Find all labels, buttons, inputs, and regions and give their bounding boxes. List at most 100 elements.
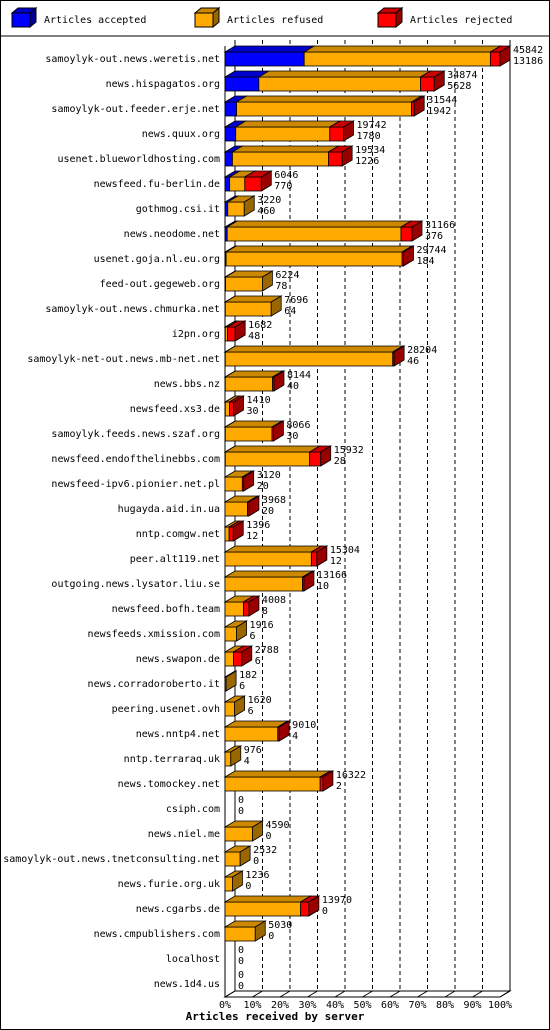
value-label: 0 [238,970,244,981]
value-label: 7696 [284,295,308,306]
y-tick-label: news.nntp4.net [136,729,220,740]
value-label: 8144 [287,370,311,381]
y-tick-label: newsfeed.bofh.team [112,604,220,615]
bar-segment [420,76,435,92]
value-label: 0 [268,931,274,942]
bar-segment [258,76,421,92]
y-tick-label: samoylyk-net-out.news.mb-net.net [27,354,220,365]
y-tick-label: news.tomockey.net [118,779,220,790]
value-label: 6 [248,706,254,717]
y-tick-label: news.neodome.net [124,229,220,240]
y-tick-label: news.1d4.us [154,979,220,990]
bar-segment-side [341,145,353,167]
y-tick-label: peering.usenet.ovh [112,704,220,715]
bar-segment [225,276,263,292]
y-tick-label: csiph.com [166,804,220,815]
value-label: 30 [286,431,298,442]
bar-segment-top [224,245,414,253]
y-tick-label: newsfeed-ipv6.pionier.net.pl [51,479,220,490]
value-label: 15304 [330,545,360,556]
x-tick-label: 90% [463,1000,481,1011]
bar-segment-top [223,445,322,453]
bar-segment-side [239,845,251,867]
value-label: 3120 [257,470,281,481]
value-label: 976 [244,745,262,756]
value-label: 1226 [355,156,379,167]
bar-segment [224,151,233,167]
value-label: 16322 [336,770,366,781]
x-tick [499,990,511,998]
bar-segment-top [223,45,316,53]
value-label: 0 [238,945,244,956]
y-tick-label: news.niel.me [148,829,220,840]
y-tick-label: localhost [166,954,220,965]
y-tick-label: samoylyk-out.feeder.erje.net [51,104,220,115]
bar-segment-side [403,245,414,267]
legend-swatch [194,12,214,28]
bar-segment [228,401,234,417]
bar-segment [229,176,246,192]
x-tick [389,990,401,998]
value-label: 9010 [292,720,316,731]
value-label: 8 [262,606,268,617]
value-label: 182 [239,670,257,681]
y-tick-label: news.cgarbs.de [136,904,220,915]
value-label: 46 [407,356,419,367]
bar-segment [224,651,234,667]
value-label: 1942 [427,106,451,117]
y-tick-label: samoylyk-out.news.chmurka.net [45,304,220,315]
value-label: 1410 [247,395,271,406]
bar-segment [224,901,302,917]
y-tick-label: usenet.goja.nl.eu.org [94,254,220,265]
bar-segment [224,601,244,617]
bar-segment-top [230,145,340,153]
value-label: 20 [257,481,269,492]
x-tick-label: 80% [436,1000,454,1011]
value-label: 2788 [255,645,279,656]
bar-segment-side [225,670,237,692]
bar-segment [224,176,231,192]
value-label: 4590 [266,820,290,831]
value-label: 1396 [246,520,270,531]
value-label: 184 [416,256,434,267]
x-tick-label: 60% [381,1000,399,1011]
bar-segment-side [343,120,354,142]
x-tick-label: 40% [326,1000,344,1011]
value-label: 1780 [357,131,381,142]
bar-segment-side [433,70,445,92]
x-tick [279,990,291,998]
bar-segment [224,476,243,492]
value-label: 1620 [248,695,272,706]
bar-segment-side [236,620,247,642]
bar-segment-top [223,545,323,553]
x-tick [334,990,346,998]
value-label: 2532 [253,845,277,856]
bar-segment-top [223,570,314,578]
bar-segment [228,526,234,542]
value-label: 0 [238,795,244,806]
y-tick-label: outgoing.news.lysator.liu.se [51,579,220,590]
value-label: 19534 [355,145,385,156]
value-label: 10 [317,581,329,592]
bar-segment [224,576,303,592]
value-label: 20 [262,506,274,517]
bar-segment [224,751,232,767]
value-label: 13186 [513,56,543,67]
bar-segment [329,126,344,142]
y-tick-label: usenet.blueworldhosting.com [57,154,220,165]
bar-segment-side [411,220,423,242]
x-tick-label: 10% [243,1000,261,1011]
y-tick-label: nntp.comgw.net [136,529,220,540]
bar-segment [225,251,403,267]
value-label: 1236 [245,870,269,881]
value-label: 8066 [286,420,310,431]
x-tick-label: 100% [488,1000,512,1011]
bar-segment [244,176,262,192]
y-tick-label: news.cmpublishers.com [94,929,220,940]
bar-segment [224,101,237,117]
bar-segment [232,151,329,167]
bar-segment-side [320,445,332,467]
y-tick-label: samoylyk-out.news.weretis.net [45,54,220,65]
bar-segment [224,776,321,792]
x-tick [252,990,263,998]
